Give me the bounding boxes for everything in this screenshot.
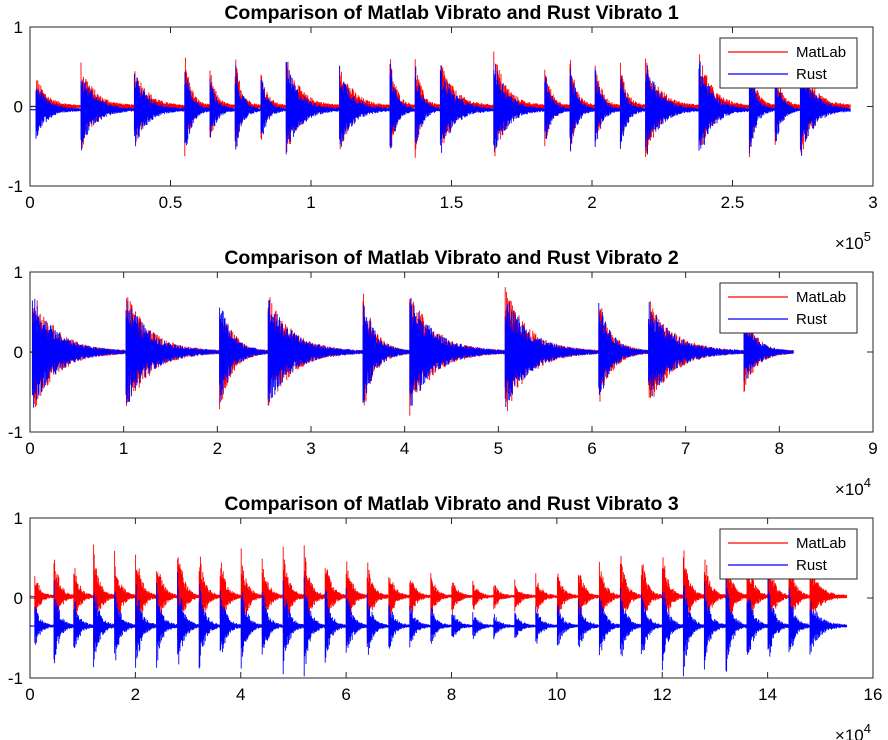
y-tick-label: 0 [14,98,23,117]
x-tick-label: 2.5 [721,193,745,212]
x-tick-label: 0 [25,439,34,458]
x-tick-label: 8 [447,685,456,704]
y-tick-label: 1 [14,263,23,282]
x-tick-label: 5 [494,439,503,458]
y-tick-label: -1 [8,669,23,688]
x-axis-multiplier: ×104 [835,475,871,499]
x-tick-label: 0 [25,193,34,212]
legend [719,528,858,580]
x-tick-label: 6 [341,685,350,704]
y-tick-label: 0 [14,343,23,362]
y-tick-label: 0 [14,589,23,608]
series-line [30,61,851,156]
chart-title: Comparison of Matlab Vibrato and Rust Vi… [224,247,678,269]
legend-label: Rust [796,311,828,328]
waveforms [30,51,851,158]
series-line [30,298,794,408]
x-tick-label: 4 [400,439,409,458]
x-tick-label: 0 [25,685,34,704]
x-tick-label: 0.5 [159,193,183,212]
x-tick-label: 1 [119,439,128,458]
legend [719,37,858,89]
x-tick-label: 6 [587,439,596,458]
series-line [30,544,848,648]
x-tick-label: 2 [587,193,596,212]
waveforms [30,287,794,416]
x-tick-label: 1.5 [440,193,464,212]
x-tick-label: 2 [213,439,222,458]
y-tick-label: -1 [8,177,23,196]
x-tick-label: 10 [547,685,566,704]
y-tick-label: 1 [14,509,23,528]
x-axis-multiplier: ×104 [835,721,871,740]
x-tick-label: 14 [758,685,777,704]
series-line [30,572,848,677]
x-tick-label: 7 [681,439,690,458]
legend-label: Rust [796,557,828,574]
x-tick-label: 12 [653,685,672,704]
chart-title: Comparison of Matlab Vibrato and Rust Vi… [224,493,678,515]
x-tick-label: 16 [864,685,883,704]
chart-title: Comparison of Matlab Vibrato and Rust Vi… [224,2,678,24]
x-tick-label: 3 [306,439,315,458]
x-tick-label: 1 [306,193,315,212]
x-tick-label: 8 [775,439,784,458]
legend-label: MatLab [796,535,846,552]
y-tick-label: -1 [8,423,23,442]
x-tick-label: 3 [868,193,877,212]
x-tick-label: 9 [868,439,877,458]
x-tick-label: 2 [131,685,140,704]
x-tick-label: 4 [236,685,245,704]
legend-label: MatLab [796,289,846,306]
waveforms [30,544,848,677]
legend [719,282,858,334]
legend-label: Rust [796,66,828,83]
x-axis-multiplier: ×105 [835,229,871,253]
y-tick-label: 1 [14,18,23,37]
legend-label: MatLab [796,44,846,61]
